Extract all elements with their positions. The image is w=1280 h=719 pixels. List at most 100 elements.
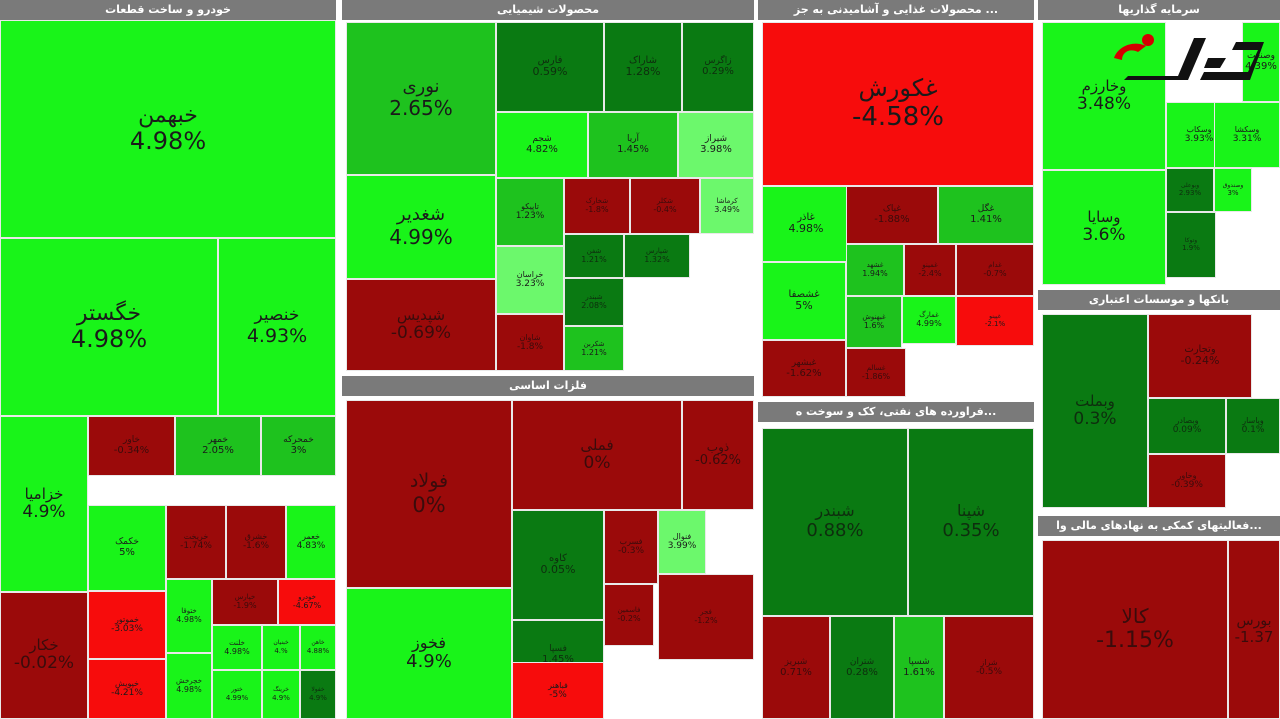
cell-change: -1.37	[1234, 627, 1274, 646]
treemap-cell[interactable]: خلنت 4.98%	[212, 625, 262, 670]
cell-symbol: فباهنر	[548, 680, 568, 690]
treemap-cell[interactable]: زاگرس 0.29%	[682, 22, 754, 112]
treemap-cell[interactable]: شپدیس -0.69%	[346, 279, 496, 371]
treemap-cell[interactable]: خبهمن 4.98%	[0, 20, 336, 238]
treemap-cell[interactable]: شپارس 1.32%	[624, 234, 690, 278]
treemap-cell[interactable]: شپنا 0.35%	[908, 428, 1034, 616]
treemap-cell[interactable]: شبندر 0.88%	[762, 428, 908, 616]
treemap-cell[interactable]: خچرخش 4.98%	[166, 653, 212, 719]
treemap-cell[interactable]: خراسان 3.23%	[496, 246, 564, 314]
treemap-cell[interactable]: خبنیان 4.%	[262, 625, 300, 670]
cell-change: 0.29%	[702, 66, 734, 78]
treemap-cell[interactable]: وبملت 0.3%	[1042, 314, 1148, 508]
treemap-cell[interactable]: خاهن 4.88%	[300, 625, 336, 670]
treemap-cell[interactable]: فاسمین -0.2%	[604, 584, 654, 646]
treemap-cell[interactable]: ذوب -0.62%	[682, 400, 754, 510]
treemap-cell[interactable]: نوری 2.65%	[346, 22, 496, 175]
treemap-cell[interactable]: وصندوق 3%	[1214, 168, 1252, 212]
cell-change: 0.35%	[942, 519, 1000, 541]
treemap-cell[interactable]: وپاسار 0.1%	[1226, 398, 1280, 454]
treemap-cell[interactable]: خاور -0.34%	[88, 416, 175, 476]
treemap-cell[interactable]: وخارزم 3.48%	[1042, 22, 1166, 170]
treemap-cell[interactable]: خکار -0.02%	[0, 592, 88, 719]
treemap-cell[interactable]: شاوان -1.8%	[496, 314, 564, 371]
cell-symbol: خاهن	[311, 639, 325, 647]
treemap-cell[interactable]: کرماشا 3.49%	[700, 178, 754, 234]
treemap-cell[interactable]: غبهنوش 1.6%	[846, 296, 902, 348]
treemap-cell[interactable]: وخاور -0.39%	[1148, 454, 1226, 508]
treemap-cell[interactable]: فارس 0.59%	[496, 22, 604, 112]
treemap-cell[interactable]: شجم 4.82%	[496, 112, 588, 178]
treemap-cell[interactable]: فسرب -0.3%	[604, 510, 658, 584]
treemap-cell[interactable]: ختور 4.99%	[212, 670, 262, 719]
cell-change: 0.59%	[532, 65, 568, 79]
treemap-cell[interactable]: وسکشا 3.31%	[1214, 102, 1280, 168]
treemap-cell[interactable]: خفولا 4.9%	[300, 670, 336, 719]
treemap-cell[interactable]: خریخت -1.74%	[166, 505, 226, 579]
treemap-cell[interactable]: خپویش -4.21%	[88, 659, 166, 719]
cell-change: -1.6%	[242, 541, 270, 552]
treemap-cell[interactable]: فجر -1.2%	[658, 574, 754, 660]
treemap-cell[interactable]: خپارس -1.9%	[212, 579, 278, 625]
treemap-cell[interactable]: بورس -1.37	[1228, 540, 1280, 719]
treemap-cell[interactable]: غاذر 4.98%	[762, 186, 850, 262]
treemap-cell[interactable]: غمینو -2.4%	[904, 244, 956, 296]
cell-change: 3.31%	[1232, 134, 1262, 145]
treemap-cell[interactable]: وسایا 3.6%	[1042, 170, 1166, 285]
treemap-cell[interactable]: وصنعت 4.39%	[1242, 22, 1280, 102]
treemap-cell[interactable]: غدام -0.7%	[956, 244, 1034, 296]
treemap-cell[interactable]: خمهر 2.05%	[175, 416, 261, 476]
treemap-cell[interactable]: شبریز 0.71%	[762, 616, 830, 719]
treemap-cell[interactable]: آریا 1.45%	[588, 112, 678, 178]
treemap-cell[interactable]: خعمر 4.83%	[286, 505, 336, 579]
cell-change: 1.9%	[1182, 244, 1200, 253]
treemap-cell[interactable]: غمارگ 4.99%	[902, 296, 956, 344]
treemap-cell[interactable]: غبشهر -1.62%	[762, 340, 846, 397]
treemap-cell[interactable]: شتران 0.28%	[830, 616, 894, 719]
treemap-cell[interactable]: ختوقا 4.98%	[166, 579, 212, 653]
treemap-cell[interactable]: شاراک 1.28%	[604, 22, 682, 112]
treemap-cell[interactable]: شخارک -1.8%	[564, 178, 630, 234]
treemap-cell[interactable]: فملی 0%	[512, 400, 682, 510]
treemap-cell[interactable]: خکمک 5%	[88, 505, 166, 591]
cell-change: -0.4%	[653, 205, 677, 215]
treemap-cell[interactable]: شبندر 2.08%	[564, 278, 624, 326]
treemap-cell[interactable]: فباهنر -5%	[512, 662, 604, 719]
treemap-cell[interactable]: شسپا 1.61%	[894, 616, 944, 719]
treemap-cell[interactable]: خرینگ 4.9%	[262, 670, 300, 719]
treemap-cell[interactable]: غپینو -2.1%	[956, 296, 1034, 346]
treemap-cell[interactable]: غسالم -1.86%	[846, 348, 906, 397]
treemap-cell[interactable]: کالا -1.15%	[1042, 540, 1228, 719]
treemap-cell[interactable]: شغدیر 4.99%	[346, 175, 496, 279]
treemap-cell[interactable]: کاوه 0.05%	[512, 510, 604, 620]
treemap-cell[interactable]: فنوال 3.99%	[658, 510, 706, 574]
treemap-cell[interactable]: خمحرکه 3%	[261, 416, 336, 476]
treemap-cell[interactable]: غکورش -4.58%	[762, 22, 1034, 186]
treemap-cell[interactable]: خگستر 4.98%	[0, 238, 218, 416]
treemap-cell[interactable]: فخوز 4.9%	[346, 588, 512, 719]
treemap-cell[interactable]: خنصیر 4.93%	[218, 238, 336, 416]
treemap-cell[interactable]: وتجارت -0.24%	[1148, 314, 1252, 398]
cell-symbol: خشرق	[244, 532, 268, 542]
treemap-cell[interactable]: غشصفا 5%	[762, 262, 846, 340]
treemap-cell[interactable]: شیراز 3.98%	[678, 112, 754, 178]
cell-change: 4.98%	[224, 646, 250, 656]
treemap-cell[interactable]: خموتور -3.03%	[88, 591, 166, 659]
treemap-cell[interactable]: خزامیا 4.9%	[0, 416, 88, 592]
sector-panel-chem: محصولات شیمیایی نوری 2.65% فارس 0.59% شاراک 1…	[342, 0, 754, 371]
treemap-cell[interactable]: شکلر -0.4%	[630, 178, 700, 234]
treemap-cell[interactable]: وتوکا 1.9%	[1166, 212, 1216, 278]
treemap-cell[interactable]: غگل 1.41%	[938, 186, 1034, 244]
treemap-cell[interactable]: خودرو -4.67%	[278, 579, 336, 625]
treemap-cell[interactable]: غشهد 1.94%	[846, 244, 904, 296]
treemap-cell[interactable]: شفن 1.21%	[564, 234, 624, 278]
treemap-cell[interactable]: خشرق -1.6%	[226, 505, 286, 579]
treemap-cell[interactable]: فولاد 0%	[346, 400, 512, 588]
treemap-cell[interactable]: غپاک -1.88%	[846, 186, 938, 244]
cell-change: -3.03%	[111, 624, 143, 635]
treemap-cell[interactable]: وبصادر 0.09%	[1148, 398, 1226, 454]
treemap-cell[interactable]: شراز -0.5%	[944, 616, 1034, 719]
treemap-cell[interactable]: تاپیکو 1.23%	[496, 178, 564, 246]
treemap-cell[interactable]: وبوعلی 2.93%	[1166, 168, 1214, 212]
treemap-cell[interactable]: شکربن 1.21%	[564, 326, 624, 371]
